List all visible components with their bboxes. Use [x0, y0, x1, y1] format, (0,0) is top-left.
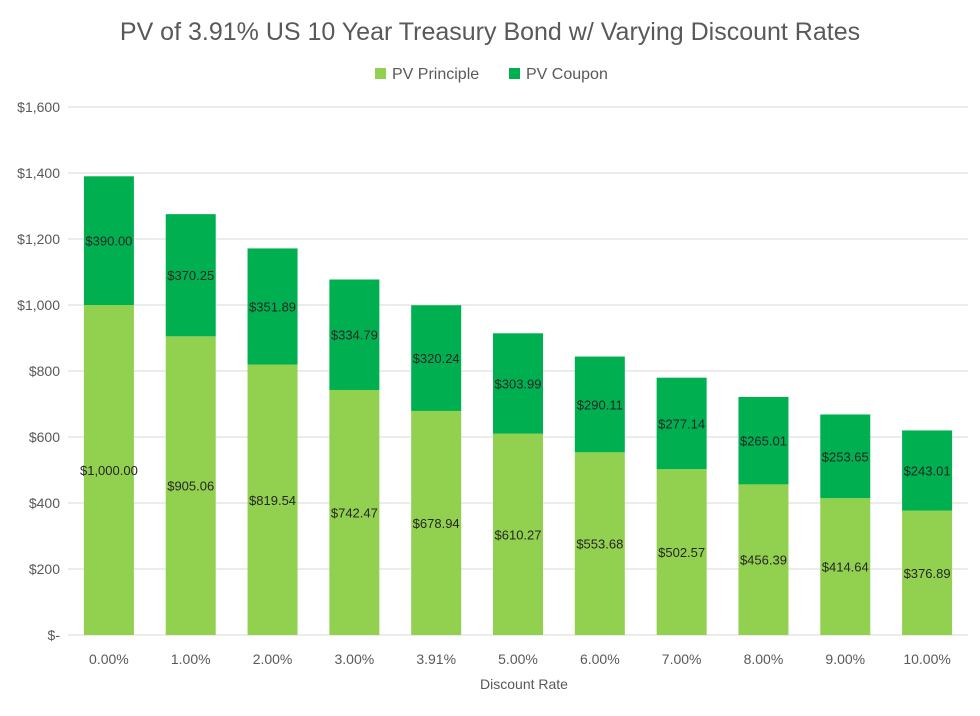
data-label-pv-coupon: $290.11: [577, 397, 623, 412]
data-label-pv-principle: $376.89: [904, 566, 951, 581]
data-label-pv-principle: $1,000.00: [80, 463, 138, 478]
bar-pv-principle: [493, 433, 543, 635]
x-tick-label: 0.00%: [89, 651, 129, 667]
data-label-pv-principle: $414.64: [822, 560, 869, 575]
data-labels: $1,000.00 $390.00 $905.06 $370.25 $819.54 $35…: [80, 234, 951, 581]
y-tick-label: $800: [29, 363, 60, 379]
data-label-pv-principle: $553.68: [576, 537, 623, 552]
data-label-pv-principle: $678.94: [413, 516, 460, 531]
x-tick-label: 9.00%: [825, 651, 865, 667]
bar-pv-coupon: [165, 214, 216, 337]
bar-pv-principle: [820, 498, 871, 635]
x-tick-label: 2.00%: [253, 651, 293, 667]
x-tick-label: 3.91%: [416, 651, 456, 667]
data-label-pv-principle: $905.06: [167, 479, 214, 494]
bar-pv-coupon: [329, 279, 380, 390]
data-label-pv-coupon: $351.89: [249, 299, 296, 314]
bar-pv-coupon: [820, 414, 871, 499]
bar-pv-principle: [165, 336, 216, 635]
legend-label: PV Coupon: [526, 66, 608, 83]
legend-swatch: [375, 68, 386, 79]
bars: [83, 176, 953, 635]
bar-pv-principle: [83, 305, 134, 635]
x-tick-label: 3.00%: [335, 651, 375, 667]
data-label-pv-principle: $456.39: [740, 553, 787, 568]
bar-pv-coupon: [247, 248, 298, 365]
bar-pv-coupon: [493, 333, 543, 434]
bar-pv-coupon: [411, 305, 462, 411]
x-tick-label: 6.00%: [580, 651, 620, 667]
x-tick-label: 7.00%: [662, 651, 702, 667]
bar-pv-coupon: [656, 377, 707, 470]
data-label-pv-coupon: $390.00: [85, 234, 132, 249]
y-tick-label: $400: [29, 495, 60, 511]
data-label-pv-coupon: $265.01: [740, 434, 787, 449]
x-tick-label: 10.00%: [903, 651, 950, 667]
bar-pv-principle: [329, 389, 380, 635]
x-tick-label: 8.00%: [744, 651, 784, 667]
y-tick-label: $1,200: [17, 231, 60, 247]
x-axis-title: Discount Rate: [480, 676, 568, 692]
bar-pv-principle: [247, 364, 298, 635]
bar-pv-principle: [574, 452, 625, 635]
legend-label: PV Principle: [392, 66, 479, 83]
bar-pv-principle: [656, 469, 707, 635]
chart-title: PV of 3.91% US 10 Year Treasury Bond w/ …: [120, 18, 860, 46]
data-label-pv-coupon: $303.99: [495, 376, 542, 391]
bar-pv-principle: [902, 510, 953, 635]
y-tick-label: $1,000: [17, 297, 60, 313]
data-label-pv-coupon: $253.65: [822, 449, 869, 464]
data-label-pv-principle: $819.54: [249, 493, 296, 508]
bar-pv-principle: [411, 410, 462, 635]
data-label-pv-coupon: $320.24: [413, 351, 460, 366]
y-tick-label: $1,400: [17, 165, 60, 181]
data-label-pv-coupon: $243.01: [904, 464, 951, 479]
y-tick-label: $600: [29, 429, 60, 445]
y-axis-tick-labels: $- $200 $400 $600 $800 $1,000 $1,200 $1,400 $1,6…: [17, 99, 60, 643]
data-label-pv-coupon: $370.25: [167, 268, 214, 283]
bar-pv-coupon: [738, 396, 789, 485]
data-label-pv-principle: $502.57: [658, 545, 705, 560]
bar-pv-principle: [738, 484, 789, 635]
x-tick-label: 5.00%: [498, 651, 538, 667]
data-label-pv-principle: $742.47: [331, 505, 378, 520]
y-tick-label: $1,600: [17, 99, 60, 115]
legend-swatch: [509, 68, 520, 79]
x-axis-tick-labels: 0.00% 1.00% 2.00% 3.00% 3.91% 5.00% 6.00% 7.00%…: [89, 651, 951, 667]
x-tick-label: 1.00%: [171, 651, 211, 667]
bar-pv-coupon: [574, 356, 625, 453]
y-tick-label: $200: [29, 561, 60, 577]
bar-pv-coupon: [83, 176, 134, 305]
data-label-pv-principle: $610.27: [495, 527, 542, 542]
legend: PV Principle PV Coupon: [375, 66, 608, 83]
data-label-pv-coupon: $334.79: [331, 328, 378, 343]
bar-pv-coupon: [902, 430, 953, 511]
data-label-pv-coupon: $277.14: [658, 416, 705, 431]
y-tick-label: $-: [48, 627, 61, 643]
